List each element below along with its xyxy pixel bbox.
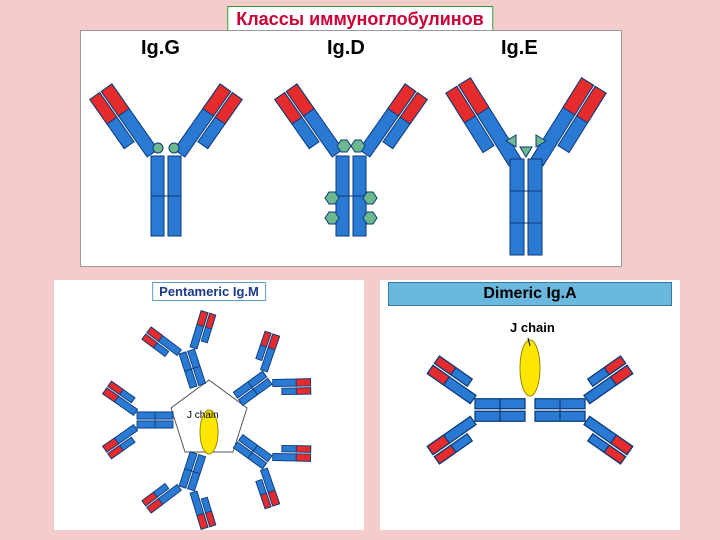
top-panel: Ig.G Ig.D Ig.E	[80, 30, 622, 267]
igm-svg: J chain	[54, 280, 364, 530]
label-igg: Ig.G	[141, 37, 180, 60]
iga-panel: Dimeric Ig.A	[380, 280, 680, 530]
page-title: Классы иммуноглобулинов	[227, 6, 493, 33]
igm-panel: Pentameric Ig.M J chain	[54, 280, 364, 530]
iga-svg: J chain	[380, 280, 680, 530]
label-igd: Ig.D	[327, 37, 365, 60]
j-chain-label-iga: J chain	[510, 320, 555, 335]
iga-title: Dimeric Ig.A	[388, 282, 672, 306]
label-ige: Ig.E	[501, 37, 538, 60]
igm-title: Pentameric Ig.M	[152, 282, 266, 301]
j-chain-label-igm: J chain	[187, 410, 219, 421]
top-antibodies-svg	[81, 31, 621, 266]
